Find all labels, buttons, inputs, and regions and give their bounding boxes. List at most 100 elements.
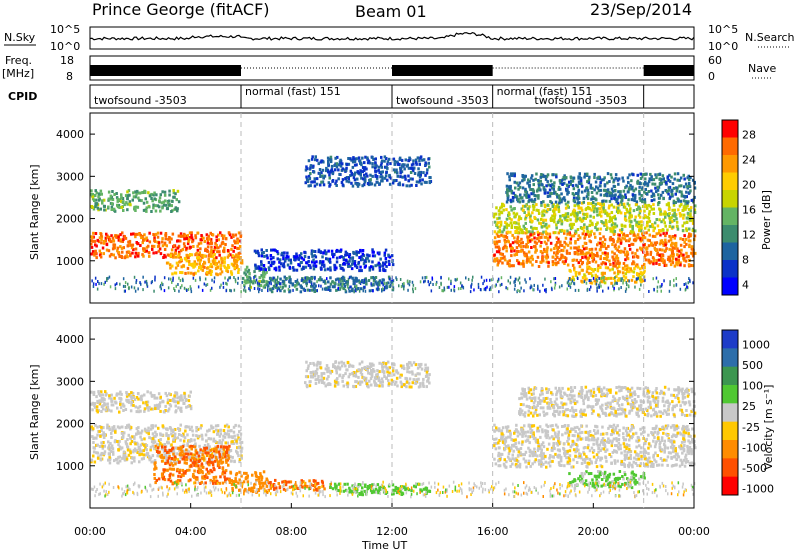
data-cell [551,288,553,291]
data-cell [648,244,651,247]
data-cell [224,432,227,435]
data-cell [657,286,659,289]
data-cell [160,193,163,196]
data-cell [621,177,624,180]
data-cell [100,241,103,244]
data-cell [173,244,176,247]
data-cell [259,282,261,285]
data-cell [432,277,434,280]
data-cell [135,252,138,255]
data-cell [142,276,144,279]
data-cell [316,177,319,180]
data-cell [305,261,308,264]
data-cell [220,267,223,270]
data-cell [154,407,157,410]
data-cell [106,403,109,406]
data-cell [386,163,389,166]
data-cell [656,232,659,235]
data-cell [236,247,239,250]
data-cell [494,221,497,224]
data-cell [168,190,171,193]
data-cell [657,224,660,227]
data-cell [175,249,178,252]
data-cell [375,157,378,160]
data-cell [598,213,601,216]
data-cell [609,218,612,221]
data-cell [119,456,122,459]
data-cell [658,218,661,221]
data-cell [412,288,414,291]
data-cell [363,167,366,170]
data-cell [600,245,603,248]
data-cell [144,191,147,194]
data-cell [674,209,677,212]
data-cell [108,191,111,194]
data-cell [172,279,174,282]
data-cell [133,437,136,440]
data-cell [375,280,377,283]
data-cell [595,274,598,277]
data-cell [680,249,683,252]
data-cell [587,193,590,196]
data-cell [637,206,640,209]
data-cell [586,180,589,183]
data-cell [145,210,148,213]
data-cell [137,206,140,209]
data-cell [623,203,626,206]
data-cell [505,286,507,289]
data-cell [634,252,637,255]
data-cell [364,266,367,269]
data-cell [622,267,625,270]
data-cell [661,182,664,185]
data-cell [245,289,247,292]
data-cell [260,268,263,271]
data-cell [116,392,119,395]
data-cell [277,257,280,260]
data-cell [680,200,683,203]
data-cell [540,204,543,207]
data-cell [159,433,162,436]
data-cell [340,249,343,252]
data-cell [103,240,106,243]
data-cell [392,263,395,266]
data-cell [623,251,626,254]
data-cell [563,241,566,244]
data-cell [633,255,636,258]
data-cell [122,201,125,204]
data-cell [606,227,609,230]
data-cell [658,263,661,266]
data-cell [148,432,151,435]
data-cell [498,217,501,220]
data-cell [609,263,612,266]
data-cell [220,257,223,260]
nave-label: Nave [748,62,776,75]
data-cell [608,260,611,263]
data-cell [303,288,305,291]
data-cell [136,410,139,413]
data-cell [388,263,391,266]
data-cell [675,258,678,261]
data-cell [311,158,314,161]
data-cell [308,159,311,162]
data-cell [563,196,566,199]
data-cell [342,283,344,286]
data-cell [620,277,622,280]
data-cell [164,242,167,245]
data-cell [668,208,671,211]
data-cell [126,443,129,446]
data-cell [440,276,442,279]
power-cbar-swatch [722,155,738,173]
data-cell [228,254,231,257]
data-cell [348,255,351,258]
data-cell [398,284,400,287]
data-cell [397,163,400,166]
data-cell [97,239,100,242]
data-cell [626,288,628,291]
data-cell [182,469,185,472]
data-cell [172,196,175,199]
freq-bar-twofsound [90,65,241,76]
data-cell [214,440,217,443]
data-cell [278,266,281,269]
data-cell [108,409,111,412]
data-cell [133,195,136,198]
